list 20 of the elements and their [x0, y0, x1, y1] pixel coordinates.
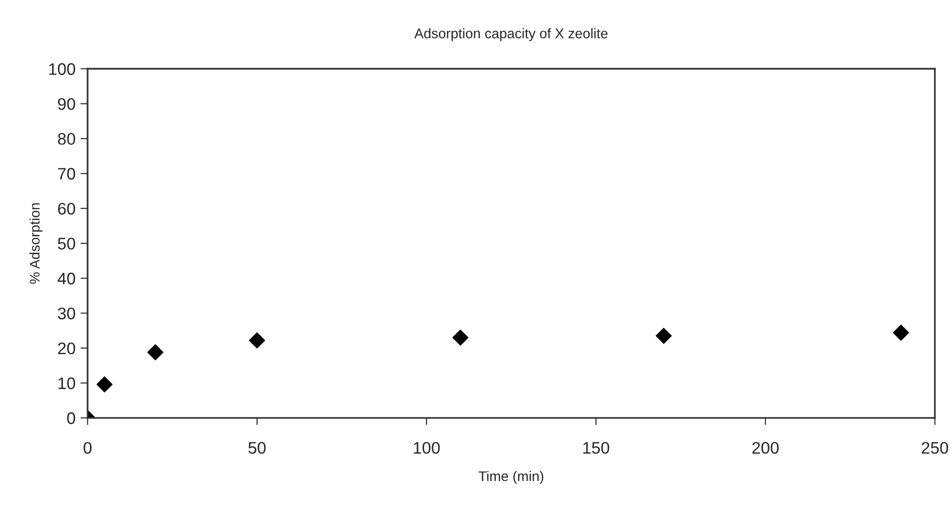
x-tick-label: 100: [414, 442, 440, 454]
x-tick-label: 50: [248, 442, 266, 454]
y-tick-label: 10: [58, 377, 76, 390]
y-tick-label: 20: [58, 342, 76, 354]
y-tick-label: 40: [58, 272, 76, 284]
x-tick-label: 150: [583, 442, 610, 454]
y-tick-label: 100: [49, 63, 76, 75]
y-tick-label: 70: [58, 168, 76, 180]
y-tick-label: 0: [67, 412, 76, 424]
y-tick-label: 90: [58, 98, 76, 110]
y-tick-label: 60: [58, 202, 76, 215]
chart-title: Adsorption capacity of X zeolite: [414, 28, 608, 42]
x-tick-label: 0: [84, 442, 92, 454]
x-tick-label: 200: [752, 442, 779, 454]
y-tick-label: 30: [58, 308, 76, 320]
x-tick-label: 250: [922, 442, 948, 454]
y-axis-title: % Adsorption: [29, 203, 42, 284]
y-tick-label: 50: [58, 238, 76, 250]
y-tick-label: 80: [58, 133, 76, 145]
x-axis-title: Time (min): [478, 470, 544, 484]
